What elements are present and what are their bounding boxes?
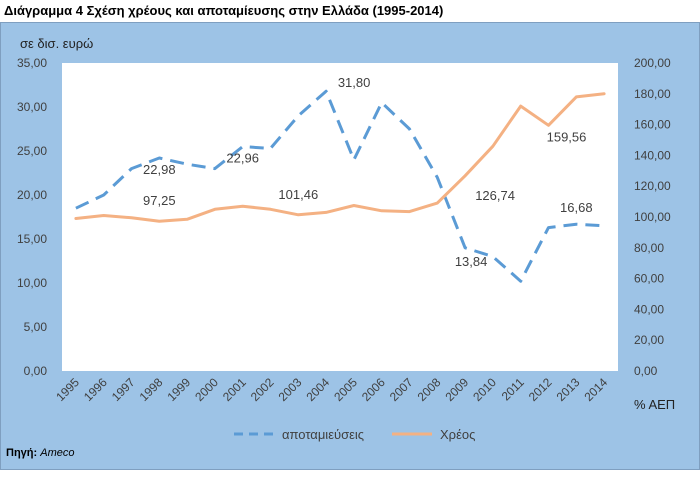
x-tick-label: 2012 [526,375,555,404]
y-right-tick-label: 20,00 [634,333,664,347]
y-right-tick-label: 80,00 [634,241,664,255]
x-tick-label: 1996 [81,375,110,404]
y-right-tick-label: 140,00 [634,148,671,162]
x-tick-label: 2010 [470,375,499,404]
chart-title: Διάγραμμα 4 Σχέση χρέους και αποταμίευση… [4,3,444,18]
y-right-tick-label: 0,00 [634,364,658,378]
x-tick-label: 2014 [581,375,610,404]
x-tick-label: 2005 [331,375,360,404]
x-tick-label: 2006 [359,375,388,404]
legend-label-savings: αποταμιεύσεις [282,427,364,442]
data-label: 126,74 [475,188,515,203]
data-label: 22,98 [143,162,176,177]
y-right-tick-label: 100,00 [634,210,671,224]
series-line-savings [75,89,605,283]
y-left-tick-label: 35,00 [17,56,47,70]
data-label: 159,56 [547,129,587,144]
y-left-tick-label: 30,00 [17,100,47,114]
y-right-tick-label: 160,00 [634,118,671,132]
x-tick-label: 2009 [442,375,471,404]
source-name: Ameco [40,447,75,459]
x-tick-label: 1997 [109,375,138,404]
legend-label-debt: Χρέος [440,427,475,442]
x-tick-label: 1995 [53,375,82,404]
y-left-tick-label: 25,00 [17,144,47,158]
data-label: 97,25 [143,193,176,208]
data-label: 31,80 [338,75,371,90]
y-left-tick-label: 10,00 [17,276,47,290]
y-left-tick-label: 5,00 [24,320,48,334]
y-right-tick-label: 200,00 [634,56,671,70]
y-left-tick-label: 0,00 [24,364,48,378]
x-tick-label: 2001 [220,375,249,404]
data-label: 16,68 [560,200,593,215]
y-right-tick-label: 60,00 [634,272,664,286]
x-tick-label: 2013 [554,375,583,404]
x-tick-label: 1999 [164,375,193,404]
y-axis-left-label: σε δισ. ευρώ [20,36,93,51]
x-tick-label: 1998 [137,375,166,404]
series-line-debt [74,92,606,223]
source-note: Πηγή: Ameco [6,447,74,459]
y-axis-right-label: % ΑΕΠ [634,397,675,412]
legend: αποταμιεύσεις Χρέος [234,427,475,442]
source-prefix: Πηγή: [6,447,38,459]
y-right-tick-label: 120,00 [634,179,671,193]
y-left-tick-label: 20,00 [17,188,47,202]
y-right-tick-label: 180,00 [634,87,671,101]
x-tick-label: 2000 [192,375,221,404]
data-label: 101,46 [278,187,318,202]
plot-area [62,63,618,371]
data-label: 13,84 [455,254,488,269]
x-tick-label: 2007 [387,375,416,404]
x-tick-label: 2003 [276,375,305,404]
y-right-tick-label: 40,00 [634,302,664,316]
y-left-tick-label: 15,00 [17,232,47,246]
x-tick-label: 2011 [499,375,527,403]
data-label: 22,96 [226,151,259,166]
x-tick-label: 2008 [415,375,444,404]
x-tick-label: 2002 [248,375,277,404]
x-tick-label: 2004 [303,375,332,404]
